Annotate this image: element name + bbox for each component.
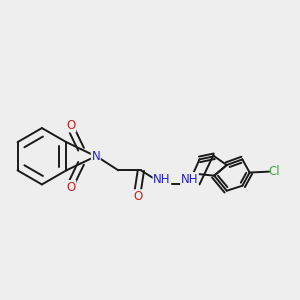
Text: Cl: Cl [269,165,280,178]
Text: NH: NH [181,172,198,186]
Text: N: N [92,150,100,163]
Text: O: O [66,119,76,132]
Text: NH: NH [153,173,171,186]
Text: O: O [66,181,76,194]
Text: O: O [133,190,142,203]
